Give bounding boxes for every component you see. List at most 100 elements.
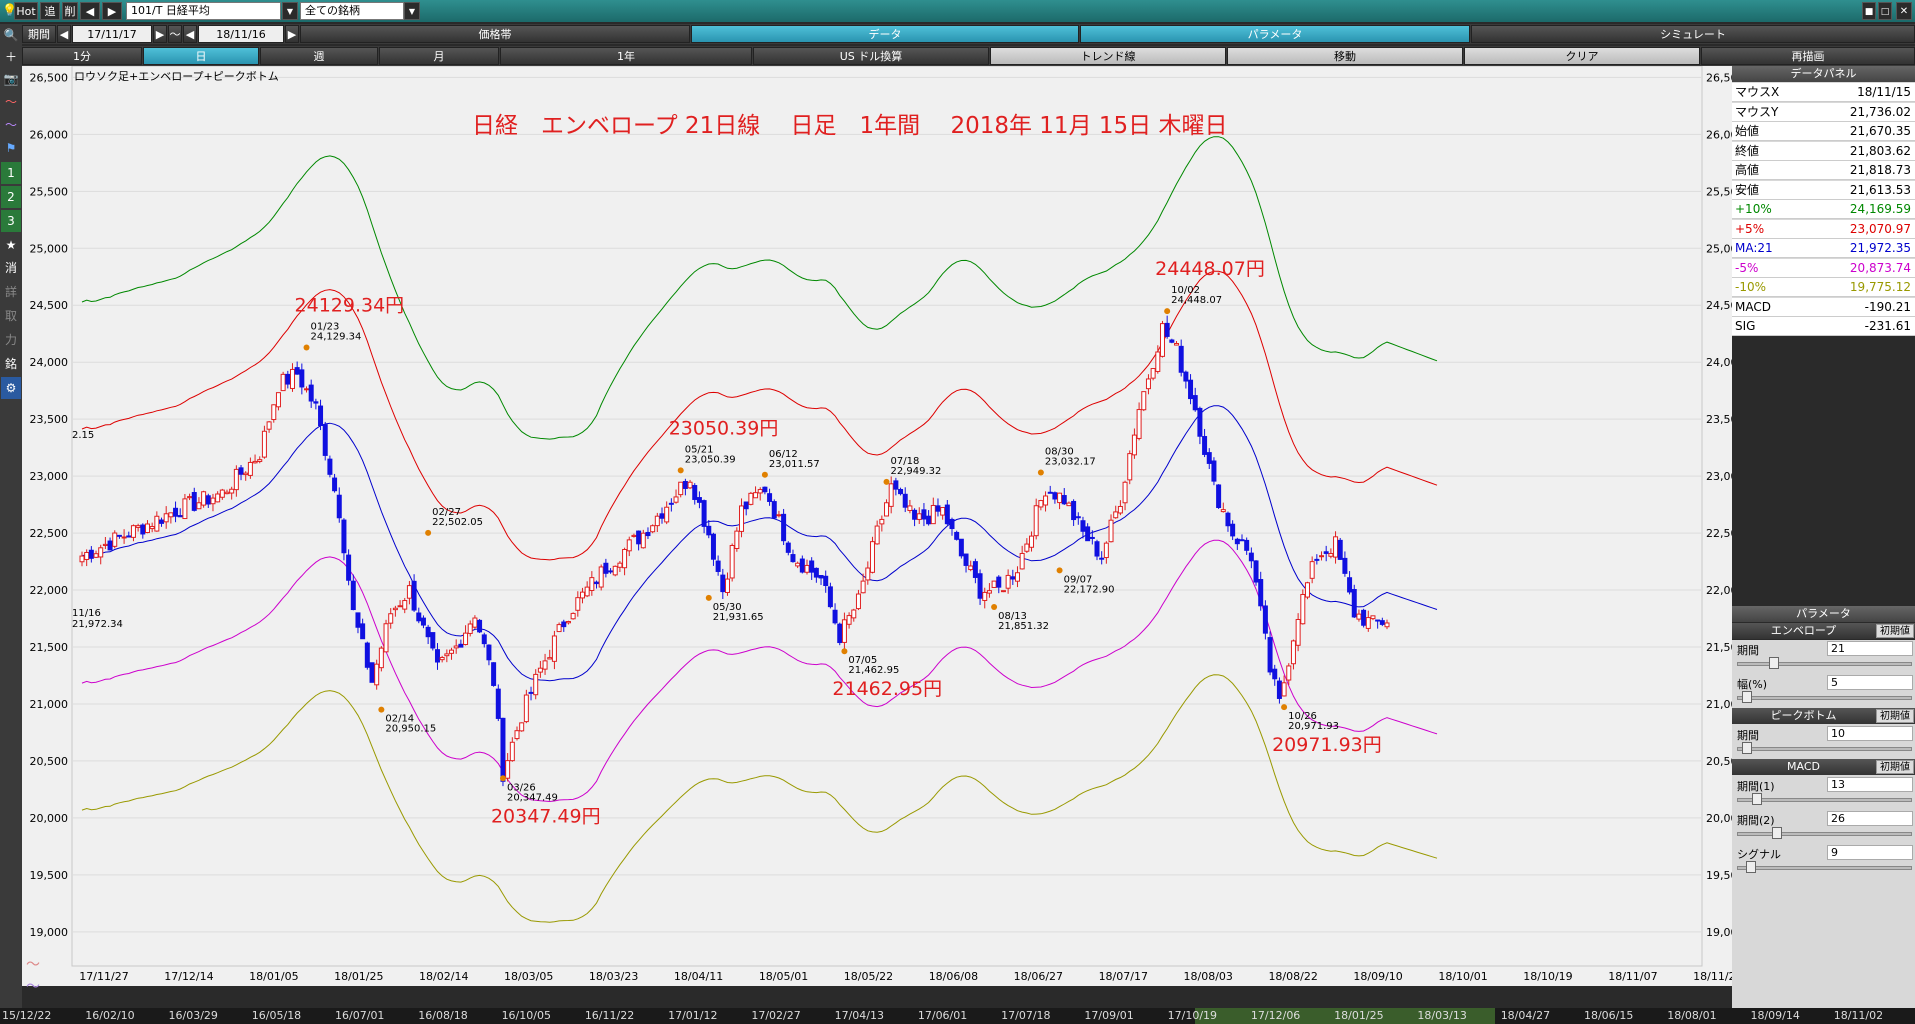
candle-body — [1010, 576, 1016, 580]
data-panel-value: 23,070.97 — [1849, 221, 1911, 236]
close-icon[interactable]: ✕ — [1896, 2, 1912, 20]
macd-period1-input[interactable]: 13 — [1827, 777, 1913, 792]
macd-signal-thumb[interactable] — [1746, 861, 1756, 873]
gear-icon[interactable]: ⚙ — [1, 377, 21, 399]
symbol-icon[interactable]: 銘 — [4, 357, 17, 371]
bulb-icon[interactable]: 💡 — [2, 3, 17, 17]
candle-body — [860, 580, 866, 594]
symbol-dropdown-icon[interactable]: ▼ — [282, 2, 298, 20]
y-tick-label-right: 22,000 — [1706, 584, 1732, 597]
period-to-prev-icon[interactable]: ◀ — [183, 25, 197, 43]
search-icon[interactable]: 🔍 — [3, 28, 19, 42]
tab-daily[interactable]: 日 — [143, 47, 259, 65]
next-arrow-icon[interactable]: ▶ — [102, 2, 122, 20]
peak-value-label: 23,011.57 — [769, 459, 820, 470]
timeline-selection[interactable] — [1195, 1008, 1495, 1024]
envelope-period-slider[interactable] — [1737, 662, 1912, 666]
crosshair-icon[interactable]: ＋ — [4, 50, 17, 64]
macd-period1-slider[interactable] — [1737, 798, 1912, 802]
peakbottom-reset-button[interactable]: 初期値 — [1876, 709, 1914, 723]
macd-period2-slider[interactable] — [1737, 832, 1912, 836]
tab-parameters[interactable]: パラメータ — [1080, 25, 1470, 43]
envelope-minus5-line — [81, 539, 1438, 803]
star-icon[interactable]: ★ — [5, 238, 17, 252]
envelope-width-input[interactable]: 5 — [1827, 675, 1913, 690]
data-panel-row: 終値 21,803.62 — [1732, 141, 1915, 161]
peakbottom-period-thumb[interactable] — [1742, 742, 1752, 754]
candle-body — [1192, 395, 1198, 411]
period-from-prev-icon[interactable]: ◀ — [57, 25, 71, 43]
period-from-next-icon[interactable]: ▶ — [153, 25, 167, 43]
add-button[interactable]: 追 — [40, 2, 60, 20]
tab-weekly[interactable]: 週 — [260, 47, 378, 65]
peakbottom-period-input[interactable]: 10 — [1827, 726, 1913, 741]
envelope-period-input[interactable]: 21 — [1827, 641, 1913, 656]
mini-chart2-icon[interactable]: 〜 — [26, 979, 40, 995]
flag-icon[interactable]: ⚑ — [5, 141, 17, 155]
candle-body — [304, 388, 310, 391]
y-tick-label-right: 24,000 — [1706, 356, 1732, 369]
candle-body — [434, 649, 440, 663]
y-tick-label-right: 22,500 — [1706, 527, 1732, 540]
macd-reset-button[interactable]: 初期値 — [1876, 760, 1914, 774]
camera-icon[interactable]: 📷 — [3, 72, 19, 86]
candle-body — [238, 467, 244, 475]
candle-body — [1202, 436, 1208, 455]
candle-body — [603, 562, 609, 574]
envelope-width-thumb[interactable] — [1742, 691, 1752, 703]
macd-signal-slider[interactable] — [1737, 866, 1912, 870]
tab-1min[interactable]: 1分 — [22, 47, 142, 65]
tab-redraw[interactable]: 再描画 — [1701, 47, 1915, 65]
tab-move[interactable]: 移動 — [1227, 47, 1463, 65]
envelope-reset-button[interactable]: 初期値 — [1876, 624, 1914, 638]
prev-arrow-icon[interactable]: ◀ — [80, 2, 100, 20]
layout-1-icon[interactable]: 1 — [1, 162, 21, 184]
trade-icon[interactable]: 取 — [4, 309, 17, 323]
tab-clear[interactable]: クリア — [1464, 47, 1700, 65]
mini-chart-icon[interactable]: 〜 — [26, 957, 40, 973]
period-sep-button[interactable]: ～ — [168, 25, 182, 43]
tab-data[interactable]: データ — [691, 25, 1079, 43]
chart-area[interactable]: 01/23 24,129.34 24129.34円 02/14 20,950.15 02/… — [22, 66, 1732, 995]
timeline-date: 16/07/01 — [335, 1009, 385, 1022]
restore-icon[interactable]: □ — [1878, 2, 1892, 20]
tab-trendline[interactable]: トレンド線 — [990, 47, 1226, 65]
tab-simulate[interactable]: シミュレート — [1471, 25, 1915, 43]
symbol-field[interactable]: 101/T 日経平均 — [126, 2, 281, 20]
candle-body — [972, 561, 978, 578]
period-to-next-icon[interactable]: ▶ — [285, 25, 299, 43]
minimize-icon[interactable]: ■ — [1862, 2, 1876, 20]
candle-body — [1384, 622, 1390, 628]
peakbottom-period-slider[interactable] — [1737, 747, 1912, 751]
tab-1year[interactable]: 1年 — [500, 47, 752, 65]
detail-icon[interactable]: 詳 — [4, 285, 17, 299]
candle-body — [940, 507, 946, 516]
candle-body — [130, 525, 136, 538]
hot-button[interactable]: Hot — [14, 2, 38, 20]
period-to-input[interactable]: 18/11/16 — [198, 25, 284, 43]
envelope-period-thumb[interactable] — [1769, 657, 1779, 669]
universe-dropdown-icon[interactable]: ▼ — [404, 2, 420, 20]
envelope-width-slider[interactable] — [1737, 696, 1912, 700]
input-icon[interactable]: 力 — [4, 333, 17, 347]
erase-icon[interactable]: 消 — [4, 261, 17, 275]
multi-line-icon[interactable]: 〜 — [4, 118, 17, 132]
period-from-input[interactable]: 17/11/17 — [72, 25, 152, 43]
tab-monthly[interactable]: 月 — [379, 47, 499, 65]
macd-signal-input[interactable]: 9 — [1827, 845, 1913, 860]
macd-period1-thumb[interactable] — [1752, 793, 1762, 805]
x-tick-label: 18/10/19 — [1523, 970, 1572, 983]
candle-body — [388, 613, 394, 624]
bottom-timeline[interactable]: 15/12/22 16/02/10 16/03/29 16/05/18 16/07/01… — [0, 1008, 1915, 1024]
tab-usd[interactable]: US ドル換算 — [753, 47, 989, 65]
macd-period2-input[interactable]: 26 — [1827, 811, 1913, 826]
data-panel-row: +10% 24,169.59 — [1732, 200, 1915, 219]
tab-price-band[interactable]: 価格帯 — [300, 25, 690, 43]
delete-button[interactable]: 削 — [62, 2, 78, 20]
layout-3-icon[interactable]: 3 — [1, 210, 21, 232]
universe-select[interactable]: 全ての銘柄 — [300, 2, 404, 20]
layout-2-icon[interactable]: 2 — [1, 186, 21, 208]
line-chart-icon[interactable]: 〜 — [4, 95, 17, 109]
macd-period2-thumb[interactable] — [1772, 827, 1782, 839]
